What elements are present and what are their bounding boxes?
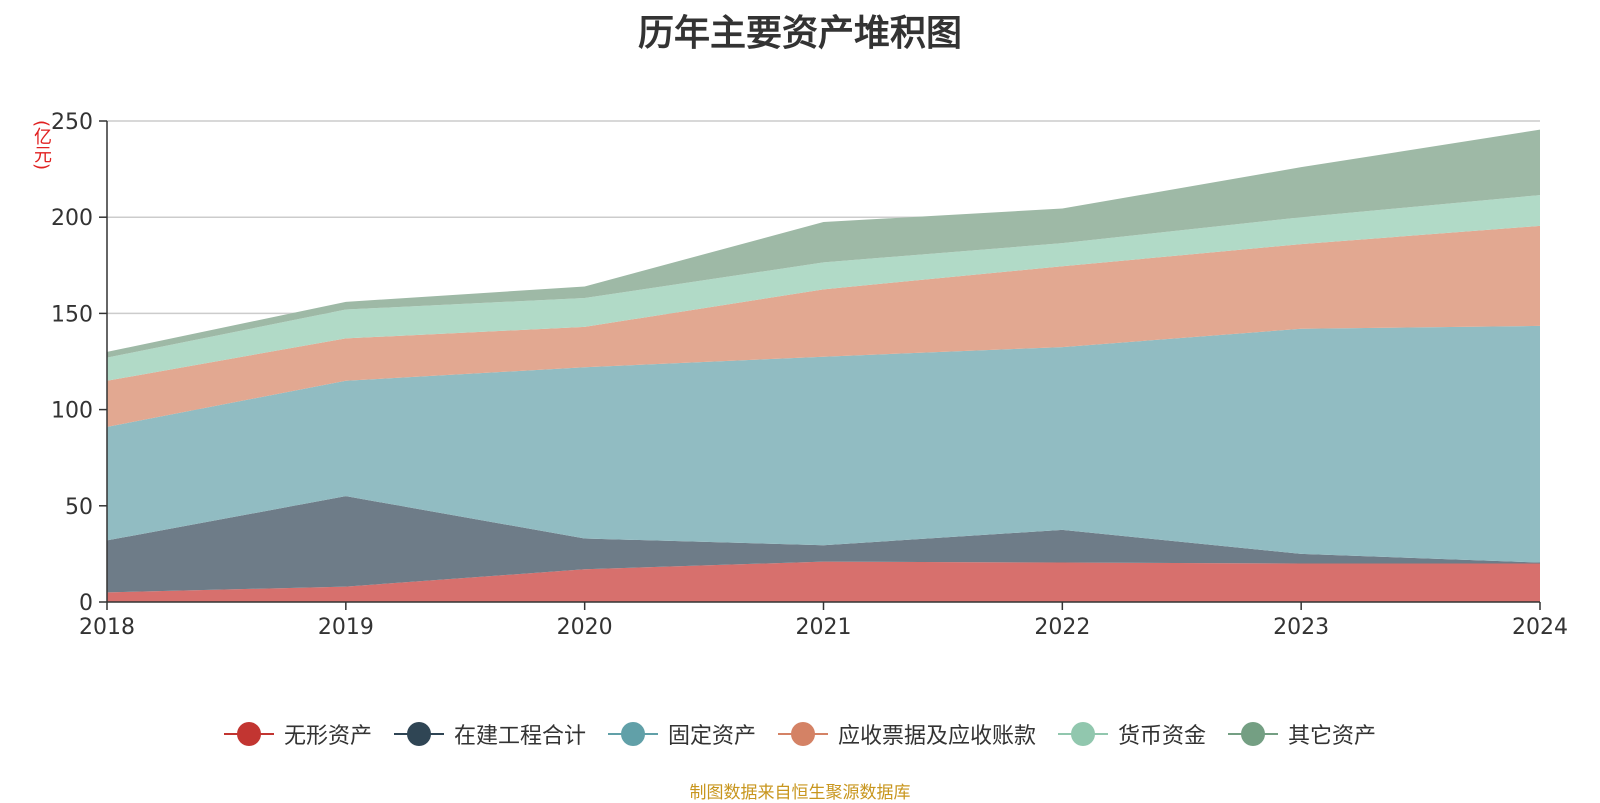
area-series-2 (107, 496, 1540, 593)
area-series-1 (107, 561, 1540, 602)
legend: 无形资产 在建工程合计 固定资产 应收票据及应收账款 货币资金 其它资产 (0, 718, 1600, 750)
chart-title: 历年主要资产堆积图 (637, 13, 962, 54)
legend-label: 应收票据及应收账款 (838, 724, 1037, 749)
y-axis-unit: (亿元) (31, 120, 52, 171)
legend-swatch-icon (607, 721, 658, 747)
legend-label: 货币资金 (1118, 724, 1207, 749)
y-tick-label-100: 100 (51, 399, 93, 424)
x-tick-label-2024: 2024 (1512, 615, 1568, 640)
legend-swatch-icon (393, 721, 444, 747)
legend-label: 其它资产 (1288, 724, 1377, 749)
area-series-4 (107, 225, 1540, 427)
legend-label: 无形资产 (283, 724, 372, 749)
y-tick-label-0: 0 (79, 591, 93, 616)
area-series (107, 129, 1540, 602)
area-series-6 (107, 129, 1540, 358)
legend-item-4[interactable]: 应收票据及应收账款 (778, 718, 1036, 750)
x-tick-label-2023: 2023 (1273, 615, 1329, 640)
axes: 0 50 100 150 200 250 2018 2019 2020 2021 2022 2023 2… (51, 110, 1568, 640)
legend-item-2[interactable]: 在建工程合计 (393, 718, 586, 750)
legend-item-6[interactable]: 其它资产 (1228, 718, 1376, 750)
y-tick-label-200: 200 (51, 206, 93, 231)
y-tick-label-50: 50 (65, 495, 93, 520)
legend-swatch-icon (1058, 721, 1109, 747)
source-note: 制图数据来自恒生聚源数据库 (689, 783, 911, 803)
legend-item-3[interactable]: 固定资产 (607, 718, 756, 750)
x-tick-label-2021: 2021 (796, 615, 852, 640)
x-tick-label-2020: 2020 (557, 615, 613, 640)
x-tick-label-2018: 2018 (79, 615, 135, 640)
legend-label: 在建工程合计 (453, 724, 586, 749)
x-tick-label-2022: 2022 (1034, 615, 1090, 640)
legend-item-5[interactable]: 货币资金 (1058, 718, 1206, 750)
y-tick-label-250: 250 (51, 110, 93, 135)
legend-swatch-icon (223, 721, 274, 747)
x-tick-label-2019: 2019 (318, 615, 374, 640)
y-tick-label-150: 150 (51, 302, 93, 327)
legend-label: 固定资产 (667, 724, 756, 749)
legend-swatch-icon (1228, 721, 1279, 747)
area-series-5 (107, 195, 1540, 381)
legend-item-1[interactable]: 无形资产 (223, 718, 372, 750)
legend-swatch-icon (778, 721, 828, 747)
area-series-3 (107, 325, 1540, 563)
